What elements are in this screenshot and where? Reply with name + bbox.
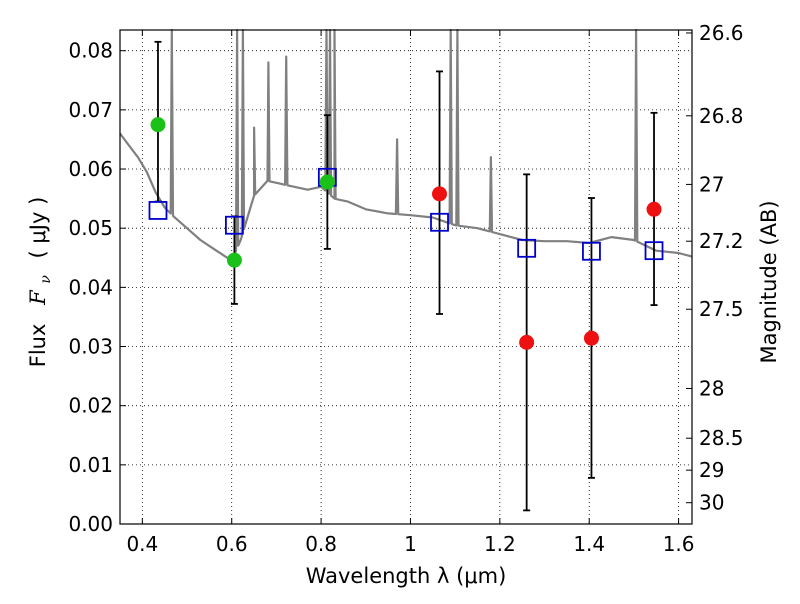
x-tick-label-4: 1.2 xyxy=(484,532,516,556)
observed-flux-point-2 xyxy=(319,174,335,190)
y-tick-label-8: 0.08 xyxy=(68,39,113,63)
y2-tick-label-6: 28.5 xyxy=(699,426,744,450)
x-tick-label-1: 0.6 xyxy=(216,532,248,556)
axis-ticks: 0.4 0.6 0.8 1 1.2 1.4 1.6 0.00 0.01 0.02 0.03 0.04 0… xyxy=(68,21,743,556)
y-tick-label-4: 0.04 xyxy=(68,275,113,299)
plot-frame xyxy=(119,29,693,525)
observed-flux-markers xyxy=(150,117,662,350)
x-tick-label-6: 1.6 xyxy=(663,532,695,556)
model-band-square-0 xyxy=(148,201,168,220)
y2-axis-title: Magnitude (AB) xyxy=(757,200,781,363)
observed-flux-point-1 xyxy=(226,252,242,268)
observed-flux-point-4 xyxy=(519,334,535,350)
observed-flux-point-3 xyxy=(432,186,448,202)
y2-tick-label-4: 27.5 xyxy=(699,297,744,321)
model-band-square-5 xyxy=(582,241,601,261)
y-tick-label-1: 0.01 xyxy=(68,453,113,477)
y2-tick-label-7: 29 xyxy=(699,458,724,482)
y2-tick-label-1: 26.8 xyxy=(699,104,744,128)
observed-flux-point-5 xyxy=(583,330,599,346)
y-axis-title: Flux F ν ( μJy ) xyxy=(26,197,55,368)
y-tick-label-6: 0.06 xyxy=(68,157,113,181)
x-axis-title: Wavelength λ (μm) xyxy=(306,564,507,588)
x-tick-label-3: 1 xyxy=(404,532,417,556)
model-band-markers xyxy=(148,167,664,261)
observed-flux-point-6 xyxy=(646,201,662,217)
y-axis-title-symbol: F xyxy=(26,289,50,306)
x-tick-label-2: 0.8 xyxy=(305,532,337,556)
x-tick-label-0: 0.4 xyxy=(126,532,158,556)
y-tick-label-7: 0.07 xyxy=(68,98,113,122)
observed-flux-point-0 xyxy=(150,117,166,133)
y2-tick-label-2: 27 xyxy=(699,172,724,196)
x-tick-label-5: 1.4 xyxy=(573,532,605,556)
model-band-square-1 xyxy=(224,215,244,235)
y-tick-label-2: 0.02 xyxy=(68,394,113,418)
model-band-square-6 xyxy=(644,241,664,261)
y-axis-title-subscript: ν xyxy=(38,275,54,284)
y-tick-label-0: 0.00 xyxy=(68,512,113,536)
model-band-square-3 xyxy=(430,212,449,232)
y2-tick-label-8: 30 xyxy=(699,491,724,515)
y-axis-title-prefix: Flux xyxy=(26,324,50,368)
y2-tick-label-5: 28 xyxy=(699,377,724,401)
y2-tick-label-3: 27.2 xyxy=(699,229,744,253)
y-axis-title-units: ( μJy ) xyxy=(26,197,50,259)
model-band-square-4 xyxy=(517,238,537,258)
y-tick-label-5: 0.05 xyxy=(68,216,113,240)
y-tick-label-3: 0.03 xyxy=(68,335,113,359)
y2-tick-label-0: 26.6 xyxy=(699,21,744,45)
